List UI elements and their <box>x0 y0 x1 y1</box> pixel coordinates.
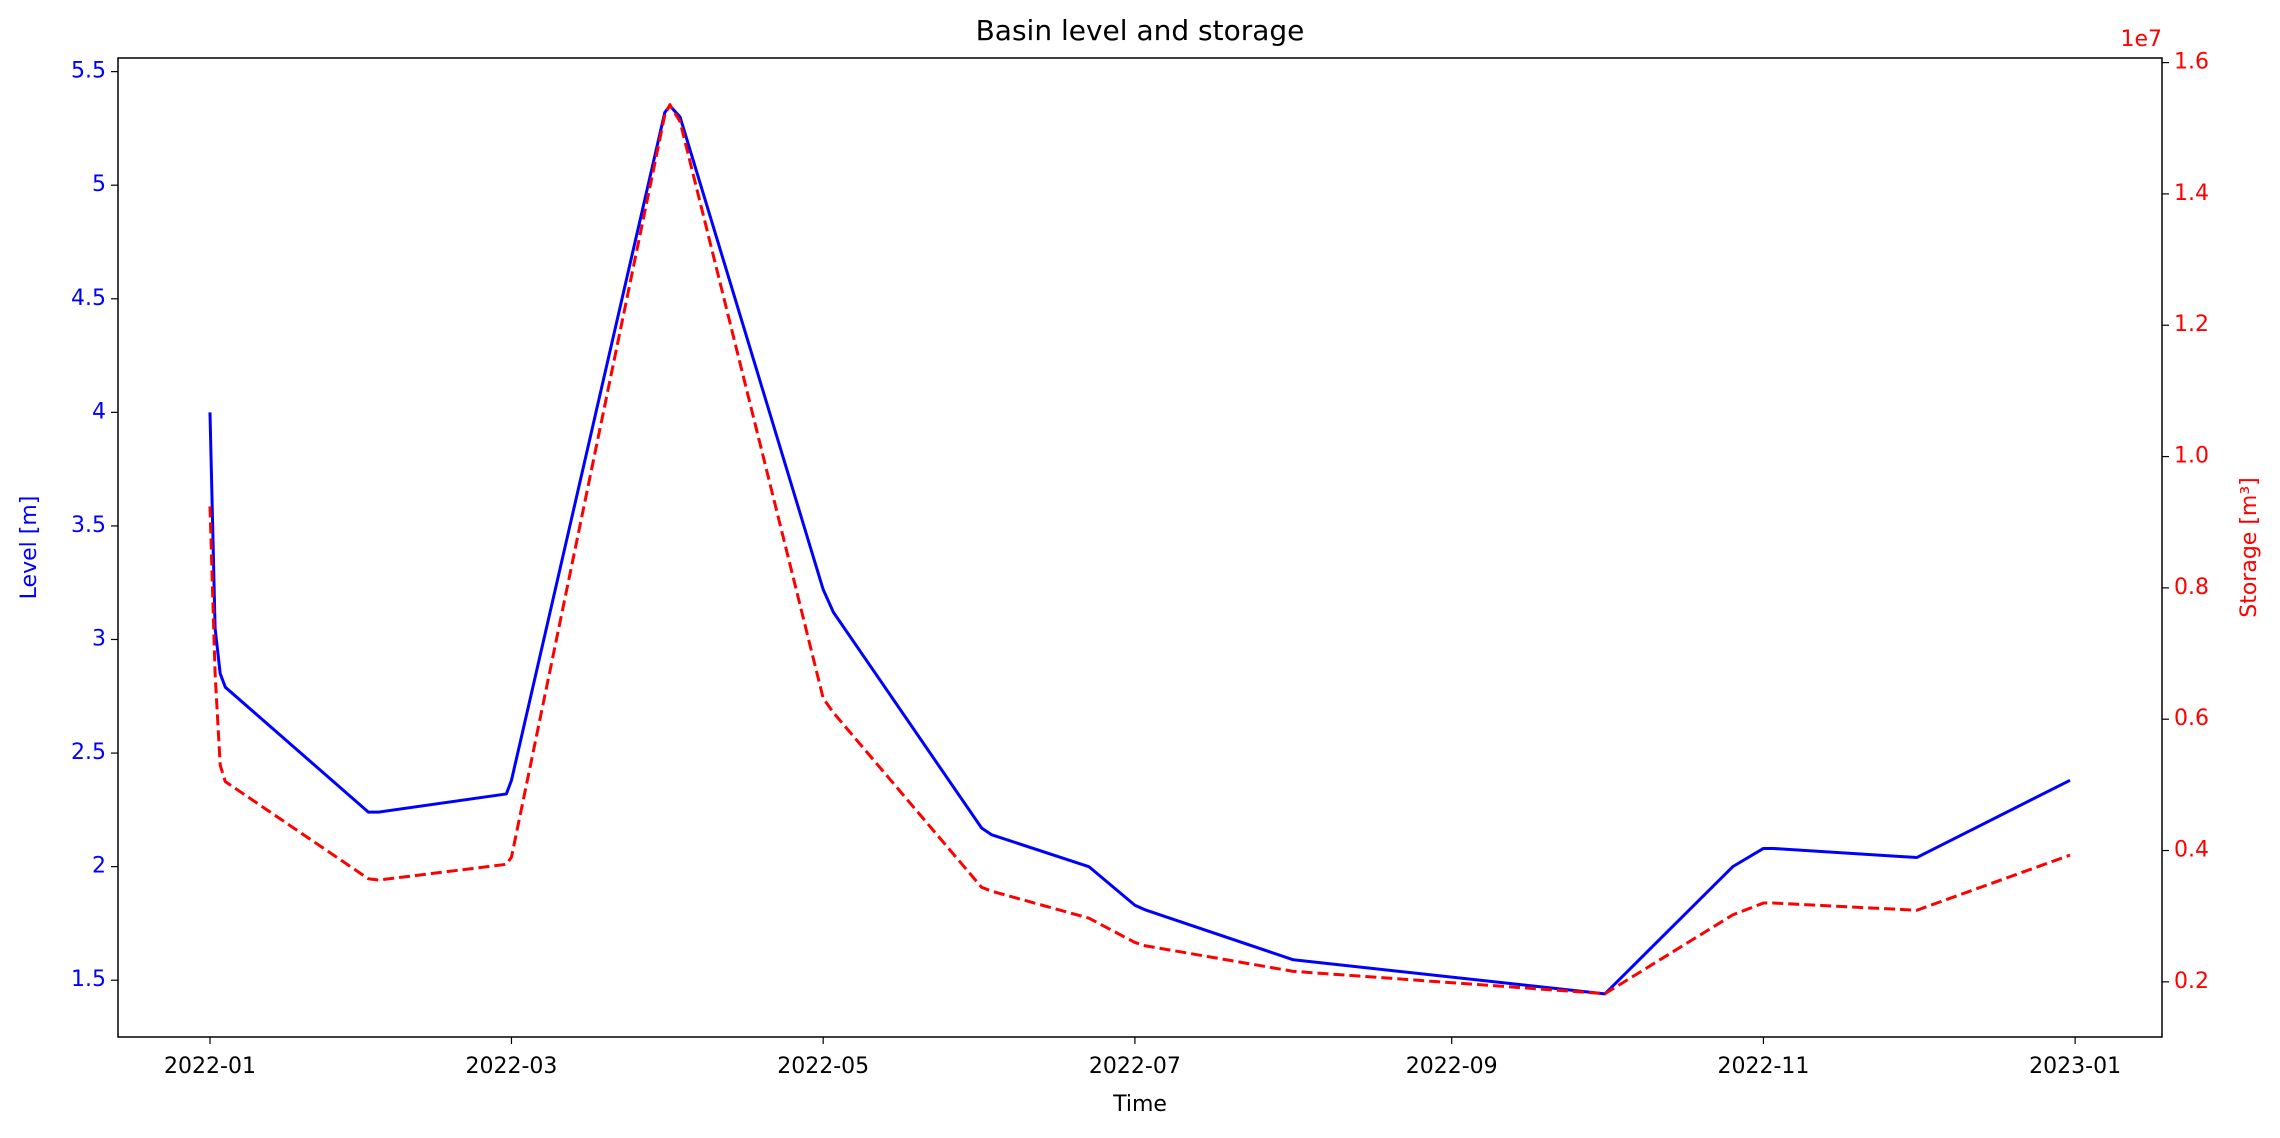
line-series <box>208 104 2071 996</box>
y-tick-label: 5.5 <box>71 59 106 84</box>
y-tick-label: 3.5 <box>71 513 106 538</box>
y2-tick-label: 1.0 <box>2174 444 2209 469</box>
y-tick-label: 1.5 <box>71 967 106 992</box>
x-tick-label: 2022-01 <box>164 1054 256 1079</box>
y2-tick-label: 0.4 <box>2174 838 2209 863</box>
y2-tick-label: 1.6 <box>2174 50 2209 75</box>
y2-axis-label: Storage [m³] <box>2237 477 2262 618</box>
y-tick-label: 4 <box>92 399 106 424</box>
x-tick-label: 2023-01 <box>2029 1054 2121 1079</box>
y-tick-label: 2.5 <box>71 740 106 765</box>
y2-tick-label: 0.8 <box>2174 575 2209 600</box>
y2-tick-label: 0.6 <box>2174 706 2209 731</box>
y-tick-label: 2 <box>92 854 106 879</box>
y-tick-label: 3 <box>92 626 106 651</box>
y-axis-label: Level [m] <box>17 496 42 600</box>
x-tick-label: 2022-07 <box>1089 1054 1181 1079</box>
x-tick-label: 2022-09 <box>1406 1054 1498 1079</box>
y2-tick-label: 1.2 <box>2174 312 2209 337</box>
x-tick-label: 2022-03 <box>466 1054 558 1079</box>
x-tick-label: 2022-05 <box>777 1054 869 1079</box>
y-tick-label: 5 <box>92 172 106 197</box>
line-series <box>208 103 2071 996</box>
y2-offset-label: 1e7 <box>2120 27 2162 52</box>
plot-frame <box>117 57 2163 1038</box>
x-tick-label: 2022-11 <box>1717 1054 1809 1079</box>
y2-tick-label: 1.4 <box>2174 181 2209 206</box>
x-axis-label: Time <box>1112 1092 1167 1117</box>
y-tick-label: 4.5 <box>71 286 106 311</box>
chart-title: Basin level and storage <box>976 14 1305 47</box>
y2-tick-label: 0.2 <box>2174 969 2209 994</box>
